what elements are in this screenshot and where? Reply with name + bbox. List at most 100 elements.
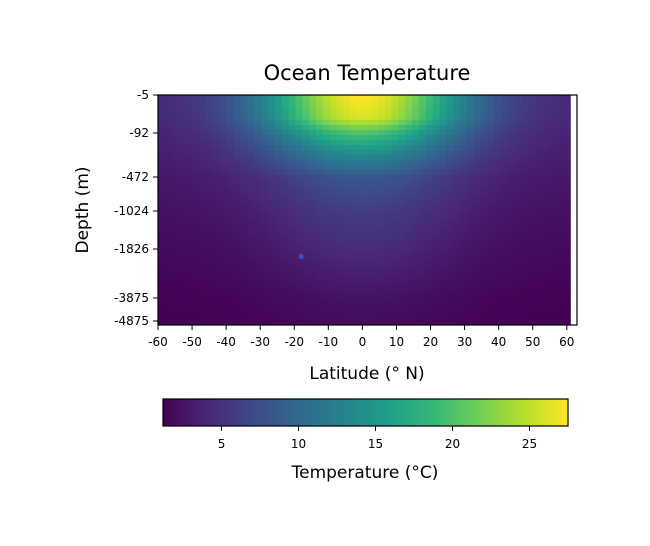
heatmap-cell (164, 215, 173, 221)
heatmap-cell (467, 215, 475, 221)
heatmap-cell (171, 105, 180, 111)
heatmap-cell (522, 220, 530, 226)
heatmap-cell (494, 135, 503, 141)
heatmap-cell (535, 205, 544, 211)
heatmap-cell (267, 300, 276, 306)
heatmap-cell (309, 235, 317, 241)
heatmap-cell (212, 125, 221, 131)
heatmap-cell (432, 110, 441, 116)
heatmap-cell (432, 270, 441, 276)
heatmap-cell (240, 125, 248, 131)
heatmap-cell (185, 255, 193, 261)
heatmap-cell (267, 155, 276, 161)
heatmap-cell (185, 145, 193, 151)
heatmap-cell (467, 105, 475, 111)
heatmap-cell (446, 285, 454, 291)
heatmap-cell (199, 295, 207, 301)
heatmap-cell (233, 225, 242, 231)
heatmap-cell (467, 240, 475, 246)
heatmap-cell (316, 265, 324, 271)
heatmap-cell (467, 210, 475, 216)
heatmap-cell (405, 315, 413, 321)
heatmap-cell (357, 265, 365, 271)
heatmap-cell (384, 190, 393, 196)
heatmap-cell (556, 290, 564, 296)
heatmap-cell (240, 220, 248, 226)
heatmap-cell (542, 210, 551, 216)
heatmap-cell (391, 200, 400, 206)
heatmap-cell (487, 160, 496, 166)
heatmap-cell (261, 245, 269, 251)
heatmap-cell (178, 190, 187, 196)
heatmap-cell (556, 205, 564, 211)
heatmap-cell (384, 300, 393, 306)
heatmap-cell (219, 295, 228, 301)
heatmap-cell (432, 165, 441, 171)
heatmap-cell (357, 245, 365, 251)
heatmap-cell (370, 185, 379, 191)
heatmap-cell (240, 280, 248, 286)
heatmap-cell (425, 315, 434, 321)
heatmap-cell (398, 205, 406, 211)
heatmap-cell (494, 120, 503, 126)
heatmap-cell (391, 285, 400, 291)
heatmap-cell (357, 280, 365, 286)
heatmap-cell (494, 195, 503, 201)
heatmap (158, 95, 571, 325)
heatmap-cell (309, 195, 317, 201)
heatmap-cell (515, 310, 523, 316)
heatmap-cell (199, 205, 207, 211)
heatmap-cell (556, 310, 564, 316)
heatmap-cell (446, 160, 454, 166)
heatmap-cell (261, 210, 269, 216)
heatmap-cell (164, 315, 173, 321)
heatmap-cell (336, 225, 345, 231)
heatmap-cell (528, 320, 537, 325)
heatmap-cell (178, 130, 187, 136)
heatmap-cell (309, 110, 317, 116)
heatmap-cell (480, 150, 489, 156)
heatmap-cell (357, 110, 365, 116)
heatmap-cell (439, 145, 448, 151)
heatmap-cell (398, 235, 406, 241)
heatmap-cell (261, 125, 269, 131)
heatmap-cell (528, 280, 537, 286)
heatmap-cell (267, 230, 276, 236)
heatmap-cell (302, 235, 310, 241)
heatmap-cell (240, 290, 248, 296)
heatmap-cell (364, 310, 372, 316)
heatmap-cell (419, 270, 427, 276)
heatmap-cell (460, 320, 468, 325)
heatmap-cell (206, 305, 214, 311)
heatmap-cell (419, 275, 427, 281)
heatmap-cell (487, 230, 496, 236)
heatmap-cell (528, 245, 537, 251)
heatmap-cell (199, 305, 207, 311)
heatmap-cell (384, 155, 393, 161)
heatmap-cell (563, 250, 571, 256)
heatmap-cell (487, 270, 496, 276)
heatmap-cell (281, 275, 290, 281)
heatmap-cell (391, 175, 400, 181)
heatmap-cell (158, 150, 166, 156)
heatmap-cell (185, 240, 193, 246)
heatmap-cell (364, 285, 372, 291)
heatmap-cell (288, 280, 296, 286)
heatmap-cell (226, 270, 235, 276)
heatmap-cell (453, 210, 461, 216)
heatmap-cell (288, 170, 296, 176)
heatmap-cell (474, 105, 482, 111)
heatmap-cell (412, 100, 420, 106)
heatmap-cell (439, 200, 448, 206)
heatmap-cell (158, 280, 166, 286)
heatmap-cell (336, 170, 345, 176)
heatmap-cell (288, 105, 296, 111)
heatmap-cell (549, 315, 558, 321)
heatmap-cell (364, 190, 372, 196)
heatmap-cell (391, 260, 400, 266)
heatmap-cell (480, 130, 489, 136)
heatmap-cell (322, 255, 331, 261)
heatmap-cell (322, 225, 331, 231)
heatmap-cell (467, 150, 475, 156)
heatmap-cell (171, 225, 180, 231)
